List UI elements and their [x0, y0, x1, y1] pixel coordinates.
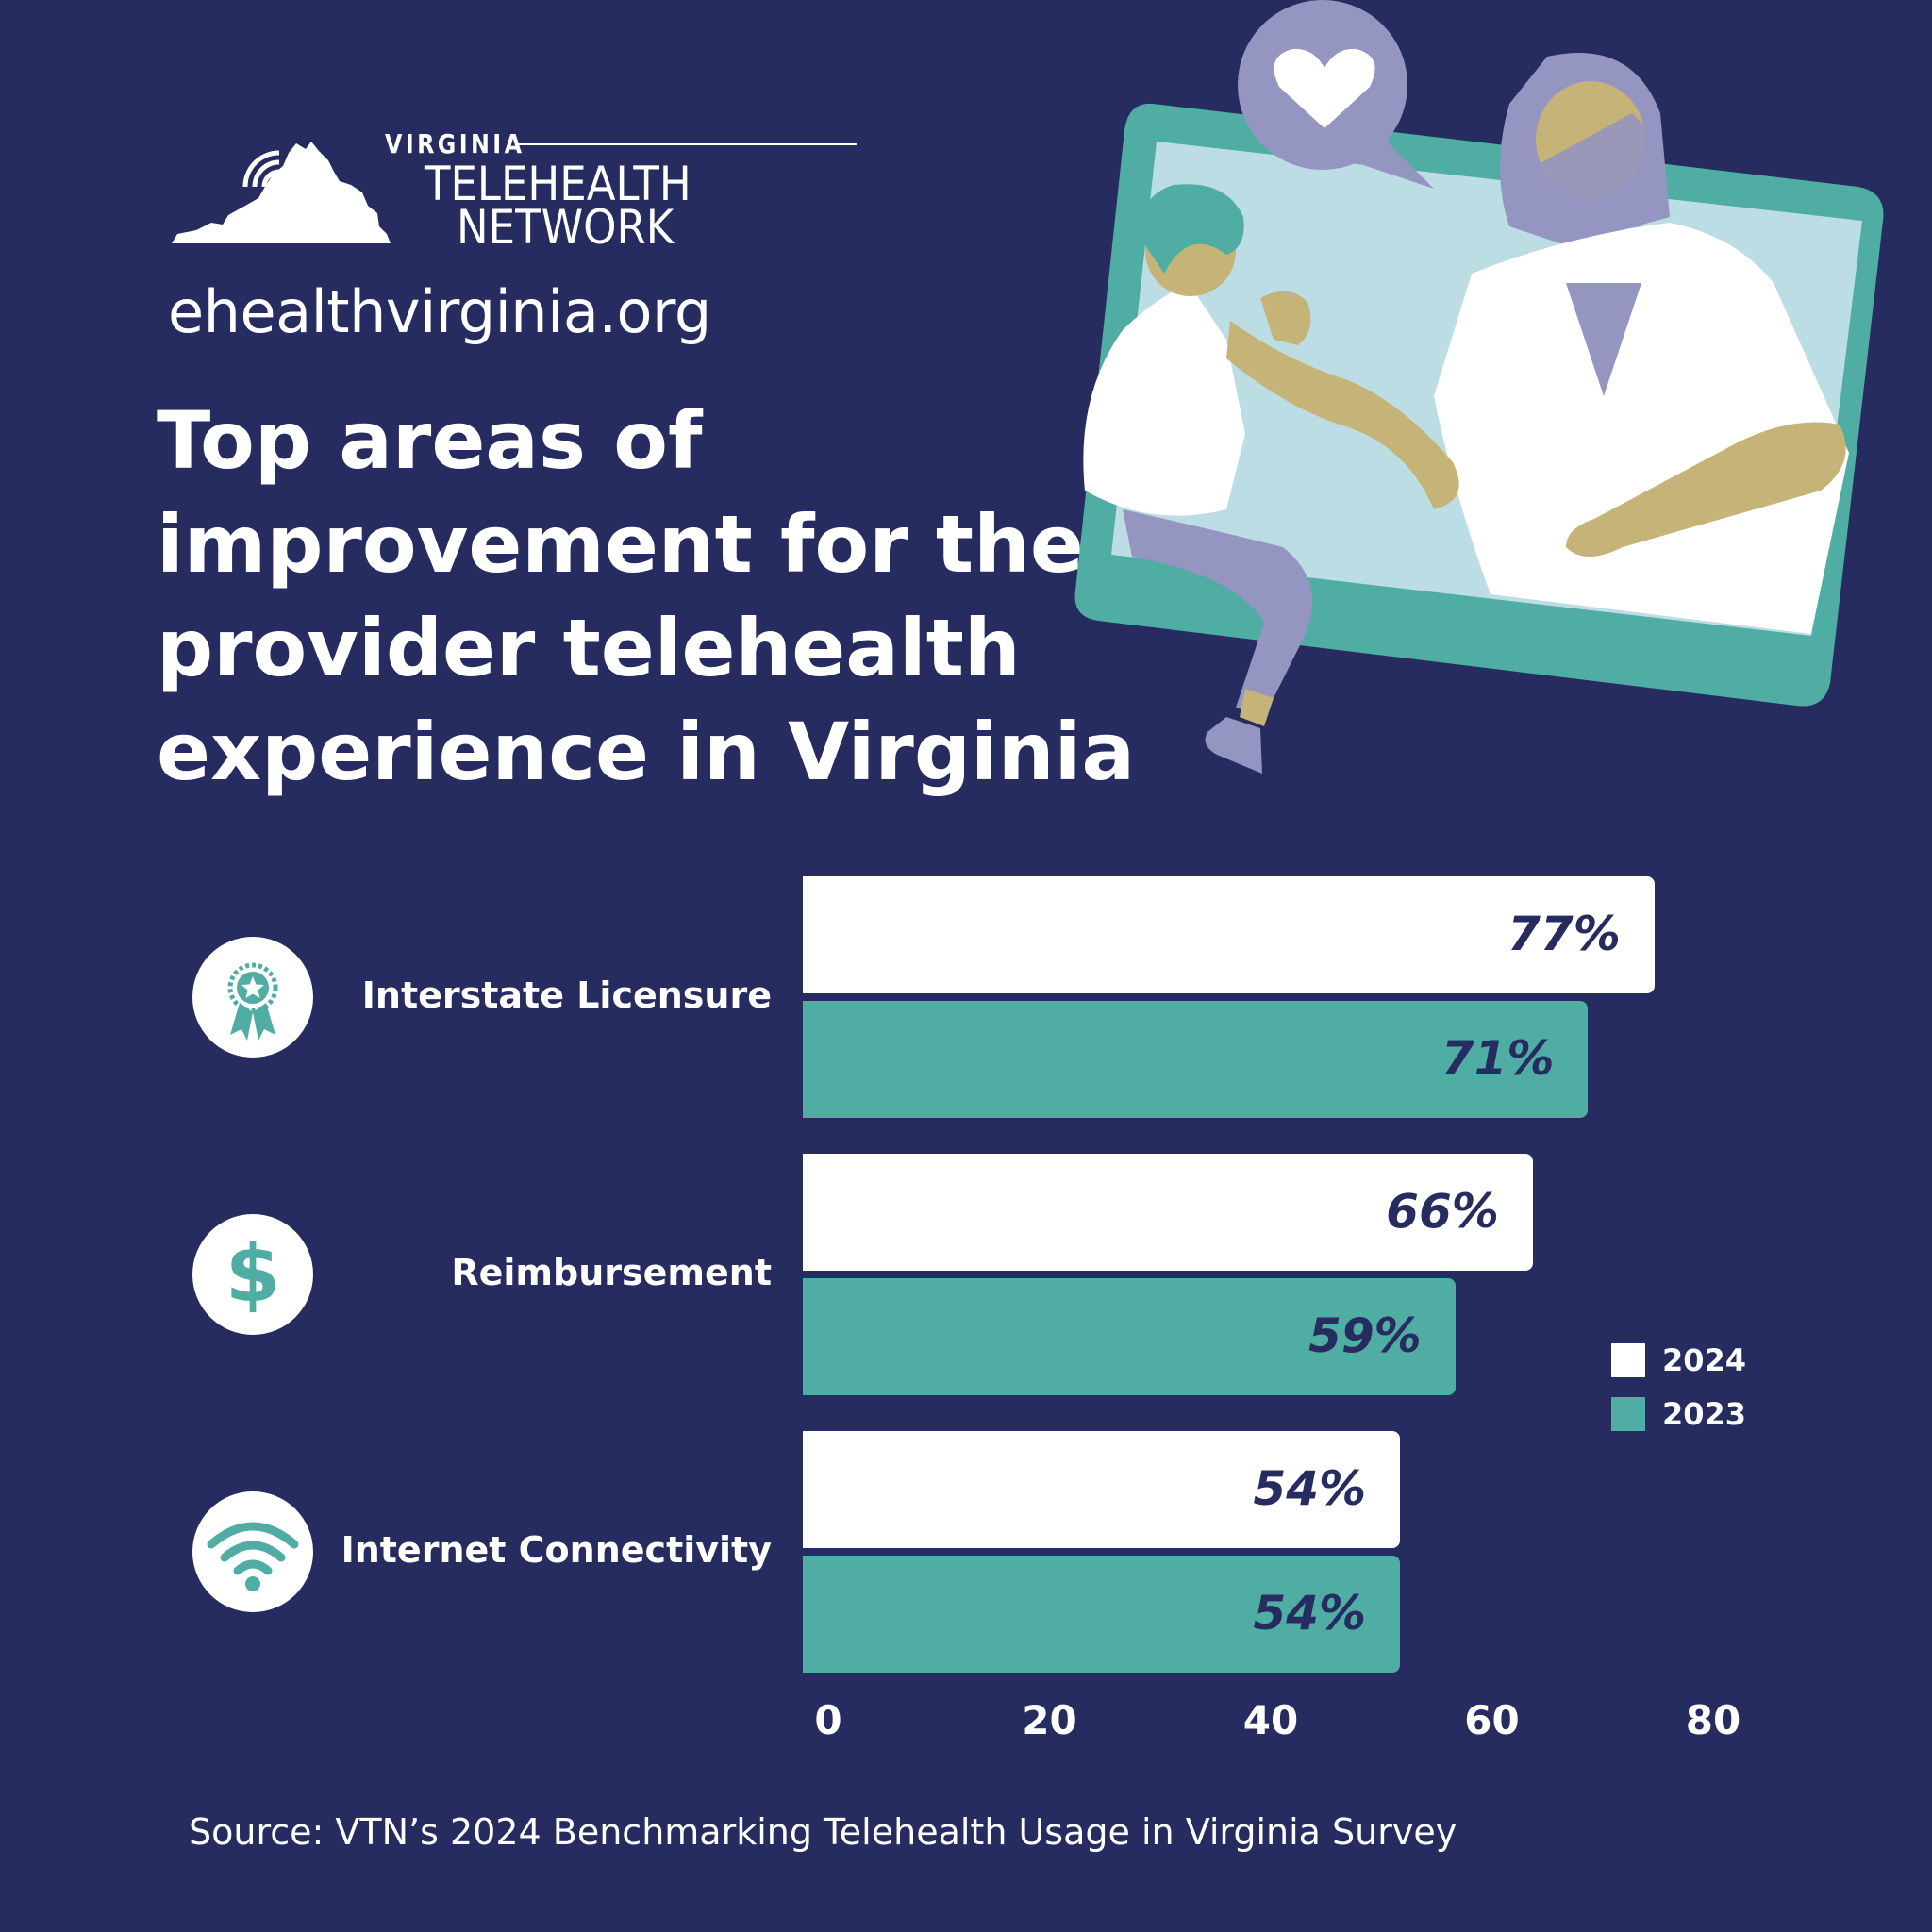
legend-swatch-2024 — [1611, 1343, 1645, 1377]
svg-text:$: $ — [225, 1227, 280, 1320]
bar-2023 — [803, 1556, 1401, 1673]
title-line: provider telehealth — [157, 602, 1021, 694]
source-note: Source: VTN’s 2024 Benchmarking Teleheal… — [189, 1811, 1457, 1853]
title-line: Top areas of — [157, 394, 703, 487]
bar-value-label: 77% — [1507, 907, 1621, 961]
category-label: Reimbursement — [451, 1252, 772, 1293]
logo-telehealth-text: TELEHEALTH — [425, 157, 691, 211]
category-label: Internet Connectivity — [341, 1529, 772, 1571]
bar-2024 — [803, 876, 1655, 993]
logo-virginia-text: VIRGINIA — [385, 128, 525, 159]
virginia-map-icon — [172, 142, 391, 243]
bar-value-label: 59% — [1308, 1308, 1422, 1363]
bar-2023 — [803, 1001, 1589, 1118]
logo-network-text: NETWORK — [457, 200, 675, 255]
x-axis-tick-label: 0 — [814, 1697, 842, 1743]
bar-value-label: 54% — [1253, 1586, 1367, 1641]
bar-2024 — [803, 1431, 1401, 1548]
bar-2023 — [803, 1278, 1456, 1395]
legend-label: 2024 — [1662, 1342, 1747, 1378]
page-title: Top areas of improvement for the provide… — [157, 389, 1136, 804]
legend-label: 2023 — [1662, 1396, 1747, 1432]
category-label: Interstate Licensure — [361, 974, 772, 1016]
vtn-logo: VIRGINIA TELEHEALTH NETWORK — [168, 121, 857, 255]
title-line: experience in Virginia — [157, 706, 1136, 798]
legend-swatch-2023 — [1611, 1397, 1645, 1431]
website-url[interactable]: ehealthvirginia.org — [168, 277, 711, 346]
x-axis-tick-label: 40 — [1242, 1697, 1299, 1743]
bar-value-label: 66% — [1386, 1184, 1499, 1239]
telehealth-illustration — [1074, 0, 1884, 774]
award-ribbon-icon — [192, 937, 313, 1058]
logo-divider — [515, 143, 857, 145]
bar-2024 — [803, 1154, 1533, 1271]
bar-chart: Interstate Licensure 77% 71% Reimbursement $… — [0, 849, 1932, 1792]
dollar-icon: $ — [192, 1214, 313, 1335]
bar-value-label: 71% — [1441, 1031, 1555, 1086]
bar-value-label: 54% — [1253, 1461, 1367, 1516]
title-line: improvement for the — [157, 498, 1084, 591]
x-axis-tick-label: 60 — [1464, 1697, 1520, 1743]
wifi-icon — [192, 1491, 313, 1612]
x-axis-tick-label: 20 — [1022, 1697, 1077, 1743]
x-axis-tick-label: 80 — [1685, 1697, 1741, 1743]
